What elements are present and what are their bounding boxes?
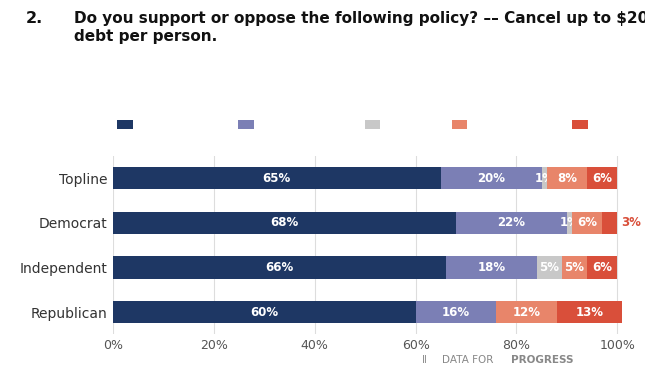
Bar	[587, 256, 617, 279]
Text: 22%: 22%	[497, 216, 526, 229]
Text: 18%: 18%	[477, 261, 505, 274]
Text: 3%: 3%	[621, 216, 641, 229]
Bar	[537, 256, 562, 279]
Bar	[567, 212, 572, 234]
Bar	[572, 212, 602, 234]
Text: 13%: 13%	[575, 306, 604, 318]
Bar	[587, 167, 617, 189]
Bar	[602, 212, 617, 234]
Text: 66%: 66%	[265, 261, 293, 274]
Bar	[496, 301, 557, 323]
Text: 1%: 1%	[534, 172, 554, 185]
Bar	[113, 301, 415, 323]
Bar	[446, 256, 537, 279]
Text: 5%: 5%	[564, 261, 584, 274]
Text: 60%: 60%	[250, 306, 278, 318]
Bar	[415, 301, 496, 323]
Bar	[441, 167, 542, 189]
Text: Ⅱ: Ⅱ	[422, 355, 428, 365]
Text: 5%: 5%	[539, 261, 559, 274]
Bar	[547, 167, 587, 189]
Text: 2.: 2.	[26, 11, 43, 26]
Bar	[562, 256, 587, 279]
Text: 12%: 12%	[513, 306, 541, 318]
Text: 6%: 6%	[577, 216, 597, 229]
Text: 6%: 6%	[592, 261, 612, 274]
Text: 16%: 16%	[442, 306, 470, 318]
Bar	[113, 256, 446, 279]
Bar	[542, 167, 547, 189]
Text: Do you support or oppose the following policy? –– Cancel up to $20,000 of studen: Do you support or oppose the following p…	[74, 11, 645, 44]
Text: 8%: 8%	[557, 172, 577, 185]
Bar	[456, 212, 567, 234]
Bar	[113, 167, 441, 189]
Text: 1%: 1%	[559, 216, 579, 229]
Bar	[113, 212, 456, 234]
Text: 6%: 6%	[592, 172, 612, 185]
Legend: STRONGLY SUPPORT, SOMEWHAT SUPPORT, DON’T KNOW, SOMEWHAT OPPOSE, STRONGLY OPPOSE: STRONGLY SUPPORT, SOMEWHAT SUPPORT, DON’…	[117, 120, 645, 129]
Text: 65%: 65%	[263, 172, 291, 185]
Text: 20%: 20%	[477, 172, 505, 185]
Text: 68%: 68%	[270, 216, 299, 229]
Text: DATA FOR: DATA FOR	[442, 355, 497, 365]
Text: PROGRESS: PROGRESS	[511, 355, 574, 365]
Bar	[557, 301, 622, 323]
